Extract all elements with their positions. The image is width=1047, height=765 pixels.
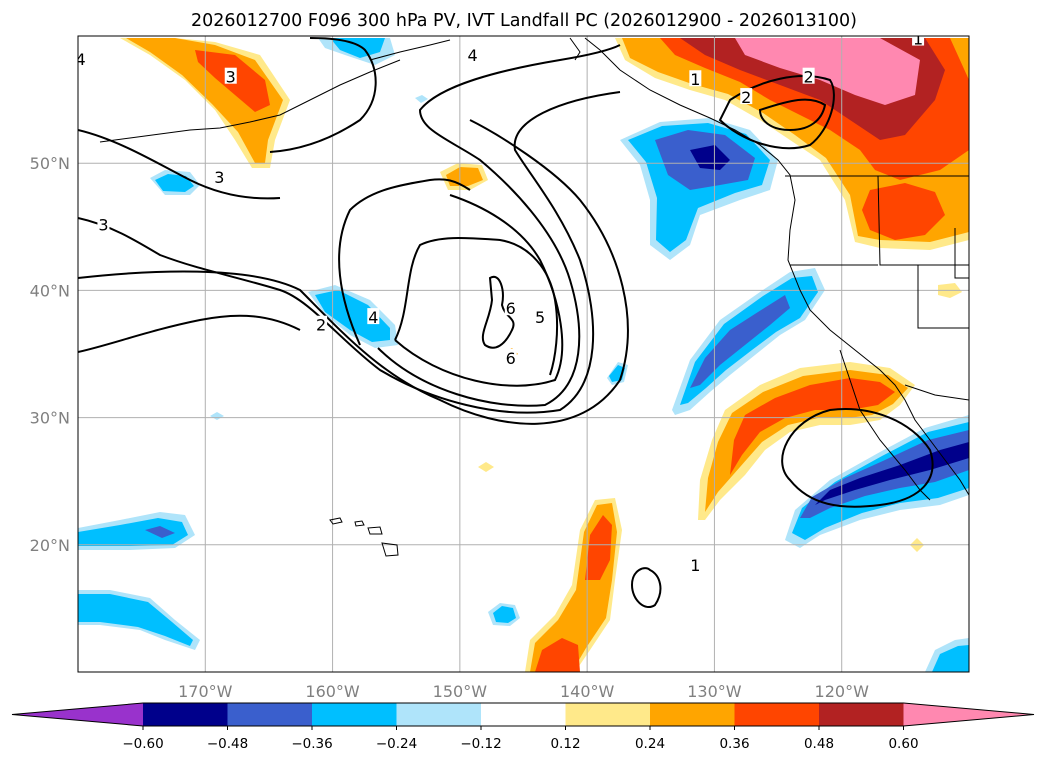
colorbar-segment <box>734 703 820 726</box>
contour-label-bg <box>740 88 753 105</box>
contour-label-bg <box>504 299 517 316</box>
contour-label: 4 <box>368 308 378 327</box>
lon-tick-label: 130°W <box>687 682 742 701</box>
contour-label: 4 <box>75 50 85 69</box>
lon-tick-label: 150°W <box>433 682 488 701</box>
aleutians <box>99 59 401 143</box>
colorbar-tick-label: 0.24 <box>635 736 665 752</box>
pv-contour-5 <box>394 194 564 387</box>
colorbar-tick-label: −0.36 <box>291 736 332 752</box>
pv-contour-4b <box>338 178 471 346</box>
lon-tick-label: 140°W <box>560 682 615 701</box>
us-mexico-border <box>904 384 969 401</box>
colorbar-tick-label: −0.48 <box>207 736 248 752</box>
contour-label: 1 <box>690 556 700 575</box>
contour-label: 3 <box>226 68 236 87</box>
lat-tick-label: 30°N <box>30 409 70 428</box>
colorbar-extend-max <box>903 703 1034 726</box>
colorbar-tick-label: 0.36 <box>719 736 749 752</box>
contour-label: 1 <box>690 70 700 89</box>
map-frame <box>77 35 970 673</box>
colorbar-tick-label: 0.12 <box>550 736 580 752</box>
contour-label-bg <box>78 49 87 66</box>
contour-label: 3 <box>98 215 108 234</box>
colorbar-segment <box>565 703 651 726</box>
colorbar-segment <box>143 703 228 726</box>
lon-tick-label: 170°W <box>178 682 233 701</box>
pv-contour-4 <box>377 44 621 407</box>
contour-label-bg <box>689 70 702 87</box>
pv-contour-3 <box>78 91 621 414</box>
colorbar-segment <box>819 703 904 726</box>
colorbar-extend-min <box>12 703 143 726</box>
contour-label-bg <box>97 215 110 232</box>
lat-axis: 50°N 40°N 30°N 20°N <box>30 154 70 555</box>
pv-contour-1-low <box>630 567 662 608</box>
pv-contour-5b <box>394 237 559 376</box>
colorbar-segment <box>227 703 313 726</box>
lat-tick-label: 20°N <box>30 536 70 555</box>
contour-label-bg <box>802 67 815 84</box>
colorbar-tick-label: 0.48 <box>804 736 834 752</box>
pv-contour-3b <box>78 129 281 200</box>
pv-contour-6 <box>481 275 515 349</box>
contour-label: 6 <box>506 349 516 368</box>
pv-contour-2 <box>78 119 629 425</box>
contour-label: 3 <box>214 168 224 187</box>
pv-contours <box>78 37 934 608</box>
contour-label: 6 <box>506 299 516 318</box>
contour-label: 1 <box>913 30 923 49</box>
colorbar-tick-label: 0.60 <box>888 736 918 752</box>
coastlines <box>99 37 969 557</box>
contour-label: 5 <box>535 308 545 327</box>
contour-label-bg <box>466 46 479 63</box>
colorbar-segment <box>312 703 397 726</box>
lon-tick-label: 120°W <box>815 682 870 701</box>
pv-contour-2-ne <box>758 98 827 132</box>
colorbar: −0.60 −0.48 −0.36 −0.24 −0.12 0.12 0.24 0.36 0.4… <box>11 702 1035 752</box>
north-america-coast <box>584 37 969 496</box>
lon-tick-label: 160°W <box>305 682 360 701</box>
chart-title: 2026012700 F096 300 hPa PV, IVT Landfall… <box>191 11 857 31</box>
contour-label: 4 <box>467 46 477 65</box>
colorbar-tick-label: −0.60 <box>122 736 163 752</box>
contour-label-bg <box>367 308 380 325</box>
ivt-shading <box>78 38 969 672</box>
pv-contour-3c <box>269 37 377 153</box>
contour-label: 2 <box>741 88 751 107</box>
gridlines <box>78 36 969 672</box>
colorbar-segment <box>650 703 735 726</box>
contour-label-bg <box>504 348 517 365</box>
pv-contour-2b <box>78 314 301 353</box>
contour-label-bg <box>912 36 925 46</box>
colorbar-tick-label: −0.12 <box>460 736 501 752</box>
hawaii-islands <box>329 517 399 557</box>
contour-label: 2 <box>316 316 326 335</box>
colorbar-tick-label: −0.24 <box>376 736 417 752</box>
pv-contour-1-ne <box>718 75 835 150</box>
contour-label-bg <box>315 315 328 332</box>
contour-label-bg <box>534 308 547 325</box>
colorbar-segment <box>396 703 482 726</box>
lat-tick-label: 40°N <box>30 281 70 300</box>
contour-label: 2 <box>804 68 814 87</box>
lat-tick-label: 50°N <box>30 154 70 173</box>
contour-label-bg <box>213 168 226 185</box>
colorbar-segment <box>481 703 566 726</box>
contour-label-bg <box>224 67 237 84</box>
lon-axis: 170°W 160°W 150°W 140°W 130°W 120°W <box>178 682 869 701</box>
pv-contour-1-east <box>781 408 934 508</box>
contour-label-bg <box>689 556 702 573</box>
